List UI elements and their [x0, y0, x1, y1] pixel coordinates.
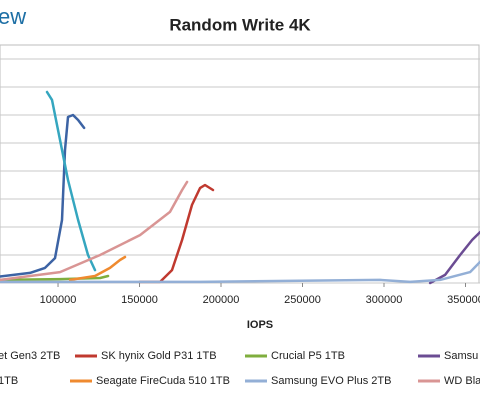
x-axis-title: IOPS	[247, 319, 273, 331]
legend-label: Samsu	[444, 350, 478, 362]
x-tick-label: 350000	[447, 294, 480, 306]
legend-label: Samsung EVO Plus 2TB	[271, 375, 391, 387]
legend-label: SK hynix Gold P31 1TB	[101, 350, 217, 362]
x-tick-label: 100000	[40, 294, 77, 306]
legend-label: 1TB	[0, 375, 18, 387]
legend-label: WD Bla	[444, 375, 480, 387]
x-tick-label: 150000	[121, 294, 158, 306]
logo: ew	[0, 4, 26, 29]
legend-label: et Gen3 2TB	[0, 350, 60, 362]
series-line	[68, 255, 127, 282]
chart-title: Random Write 4K	[169, 15, 311, 34]
series-line	[0, 113, 86, 278]
legend-label: Seagate FireCuda 510 1TB	[96, 375, 230, 387]
x-tick-label: 250000	[284, 294, 321, 306]
plot-area	[0, 44, 480, 284]
series-line	[0, 180, 189, 282]
series-line	[0, 260, 480, 284]
series-line	[138, 183, 215, 284]
x-tick-label: 300000	[366, 294, 403, 306]
series-line	[428, 230, 480, 285]
legend-label: Crucial P5 1TB	[271, 350, 345, 362]
x-tick-label: 200000	[203, 294, 240, 306]
series-line	[45, 90, 97, 272]
